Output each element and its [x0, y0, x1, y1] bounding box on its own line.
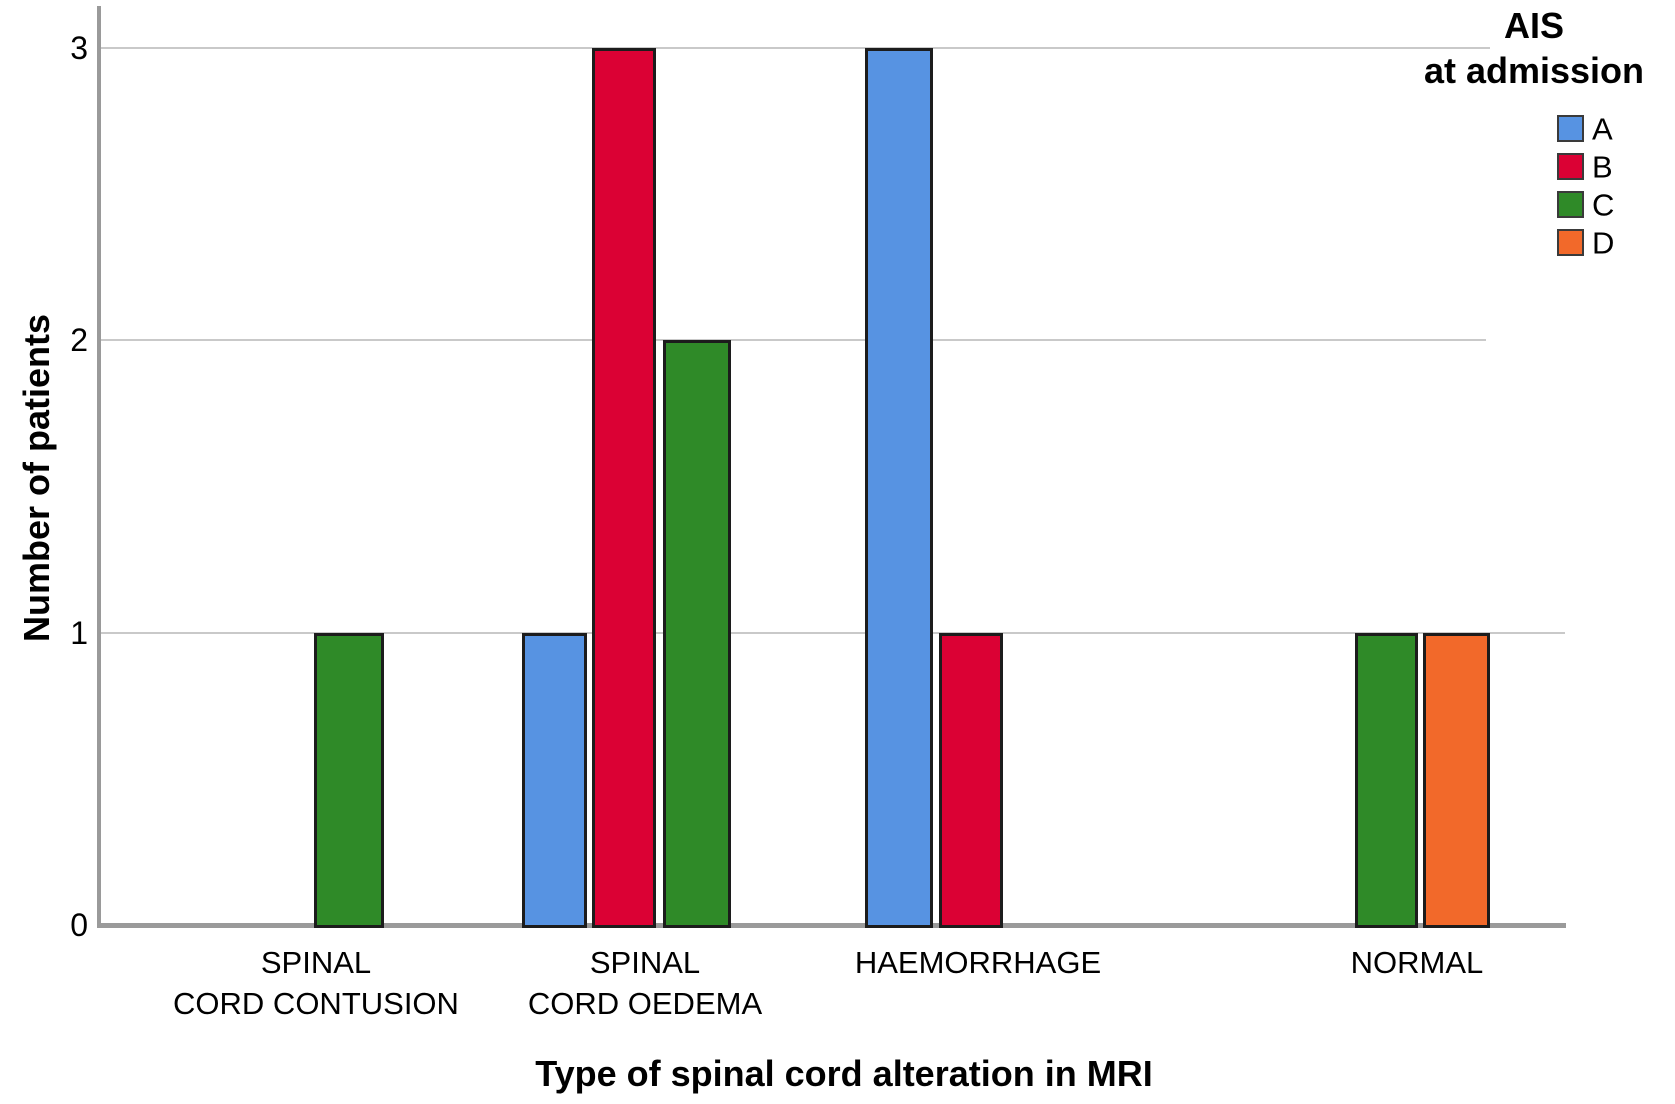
- y-tick-label-1: 1: [70, 615, 88, 651]
- x-category-label-line: NORMAL: [1350, 945, 1484, 980]
- y-tick-label-0: 0: [70, 907, 88, 943]
- legend-label-C: C: [1592, 187, 1615, 222]
- x-category-label-normal: NORMAL: [1187, 942, 1647, 983]
- bar-spinal-cord-contusion-C: [314, 633, 384, 928]
- x-axis-line: [97, 923, 1566, 928]
- x-axis-title: Type of spinal cord alteration in MRI: [535, 1053, 1153, 1094]
- legend-swatch-A: [1557, 115, 1584, 142]
- x-category-label-spinal-cord-contusion: SPINAL CORD CONTUSION: [86, 942, 546, 1024]
- bar-normal-D: [1423, 633, 1490, 928]
- gridline-y1: [97, 632, 1565, 634]
- legend-title-line2: at admission: [1423, 50, 1645, 91]
- x-category-label-spinal-cord-oedema: SPINAL CORD OEDEMA: [415, 942, 875, 1024]
- legend-entry-B: B: [1557, 149, 1675, 184]
- x-category-label-line: CORD OEDEMA: [527, 986, 763, 1021]
- legend-title-line1: AIS: [1503, 5, 1564, 46]
- y-tick-label-2: 2: [70, 322, 88, 358]
- legend-label-D: D: [1592, 225, 1615, 260]
- legend-swatch-B: [1557, 153, 1584, 180]
- y-axis-title: Number of patients: [16, 313, 57, 643]
- bar-haemorrhage-A: [865, 48, 933, 928]
- y-axis-line: [97, 6, 101, 928]
- legend-entry-D: D: [1557, 225, 1675, 260]
- x-category-label-line: SPINAL: [260, 945, 372, 980]
- y-tick-label-3: 3: [70, 30, 88, 66]
- legend-label-A: A: [1592, 111, 1613, 146]
- legend-entry-A: A: [1557, 111, 1675, 146]
- legend-swatch-D: [1557, 229, 1584, 256]
- gridline-y3: [97, 47, 1490, 49]
- x-category-label-line: HAEMORRHAGE: [854, 945, 1102, 980]
- legend-entry-C: C: [1557, 187, 1675, 222]
- x-category-label-line: CORD CONTUSION: [173, 986, 459, 1021]
- legend-swatch-C: [1557, 191, 1584, 218]
- bar-spinal-cord-oedema-C: [663, 340, 731, 928]
- gridline-y2: [97, 339, 1486, 341]
- x-category-label-haemorrhage: HAEMORRHAGE: [748, 942, 1208, 983]
- bar-normal-C: [1355, 633, 1418, 928]
- legend-label-B: B: [1592, 149, 1613, 184]
- bar-spinal-cord-oedema-B: [592, 48, 656, 928]
- bar-spinal-cord-oedema-A: [522, 633, 587, 928]
- x-category-label-line: SPINAL: [589, 945, 701, 980]
- bar-haemorrhage-B: [939, 633, 1003, 928]
